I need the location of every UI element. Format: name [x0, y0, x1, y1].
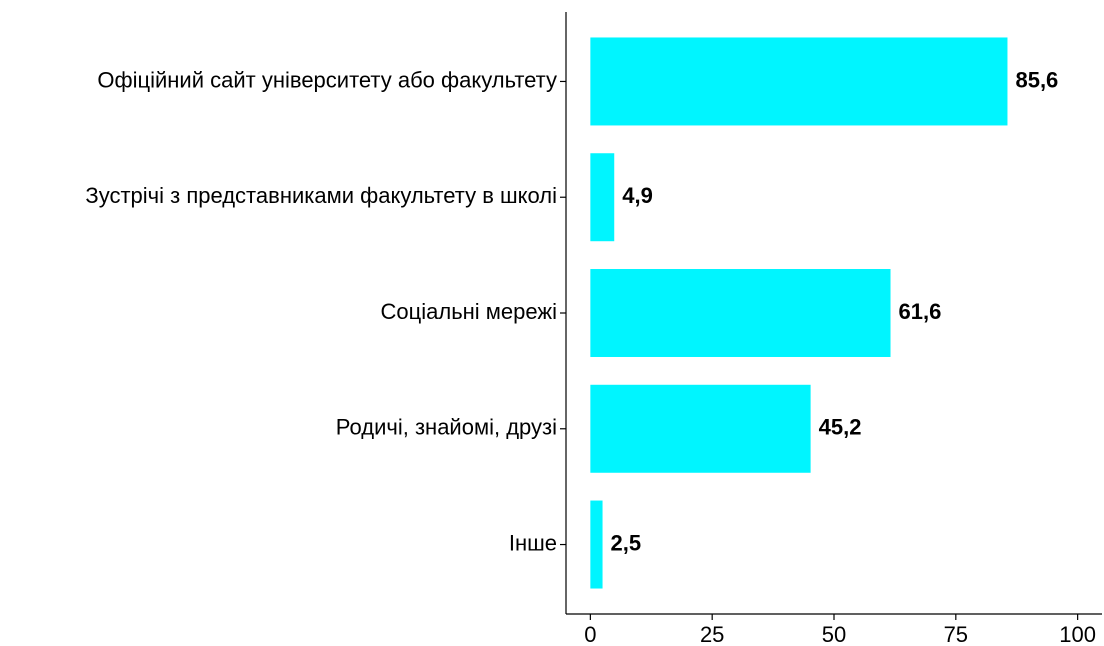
x-tick-label: 25: [700, 622, 724, 646]
bar: [590, 153, 615, 242]
bar: [590, 269, 891, 357]
x-tick-label: 100: [1059, 622, 1096, 646]
value-label: 61,6: [899, 299, 942, 324]
bar: [590, 500, 603, 589]
y-tick-label: Зустрічі з представниками факультету в ш…: [85, 183, 557, 208]
y-tick-label: Інше: [509, 530, 557, 555]
value-label: 4,9: [622, 183, 653, 208]
value-label: 2,5: [611, 530, 642, 555]
x-tick-label: 75: [944, 622, 968, 646]
value-label: 85,6: [1015, 67, 1058, 92]
x-tick-label: 50: [822, 622, 846, 646]
y-tick-label: Соціальні мережі: [381, 299, 557, 324]
bar: [590, 384, 811, 473]
x-tick-label: 0: [584, 622, 596, 646]
value-label: 45,2: [819, 415, 862, 440]
y-tick-label: Родичі, знайомі, друзі: [336, 415, 557, 440]
bar: [590, 37, 1008, 126]
y-tick-label: Офіційний сайт університету або факульте…: [97, 67, 557, 92]
